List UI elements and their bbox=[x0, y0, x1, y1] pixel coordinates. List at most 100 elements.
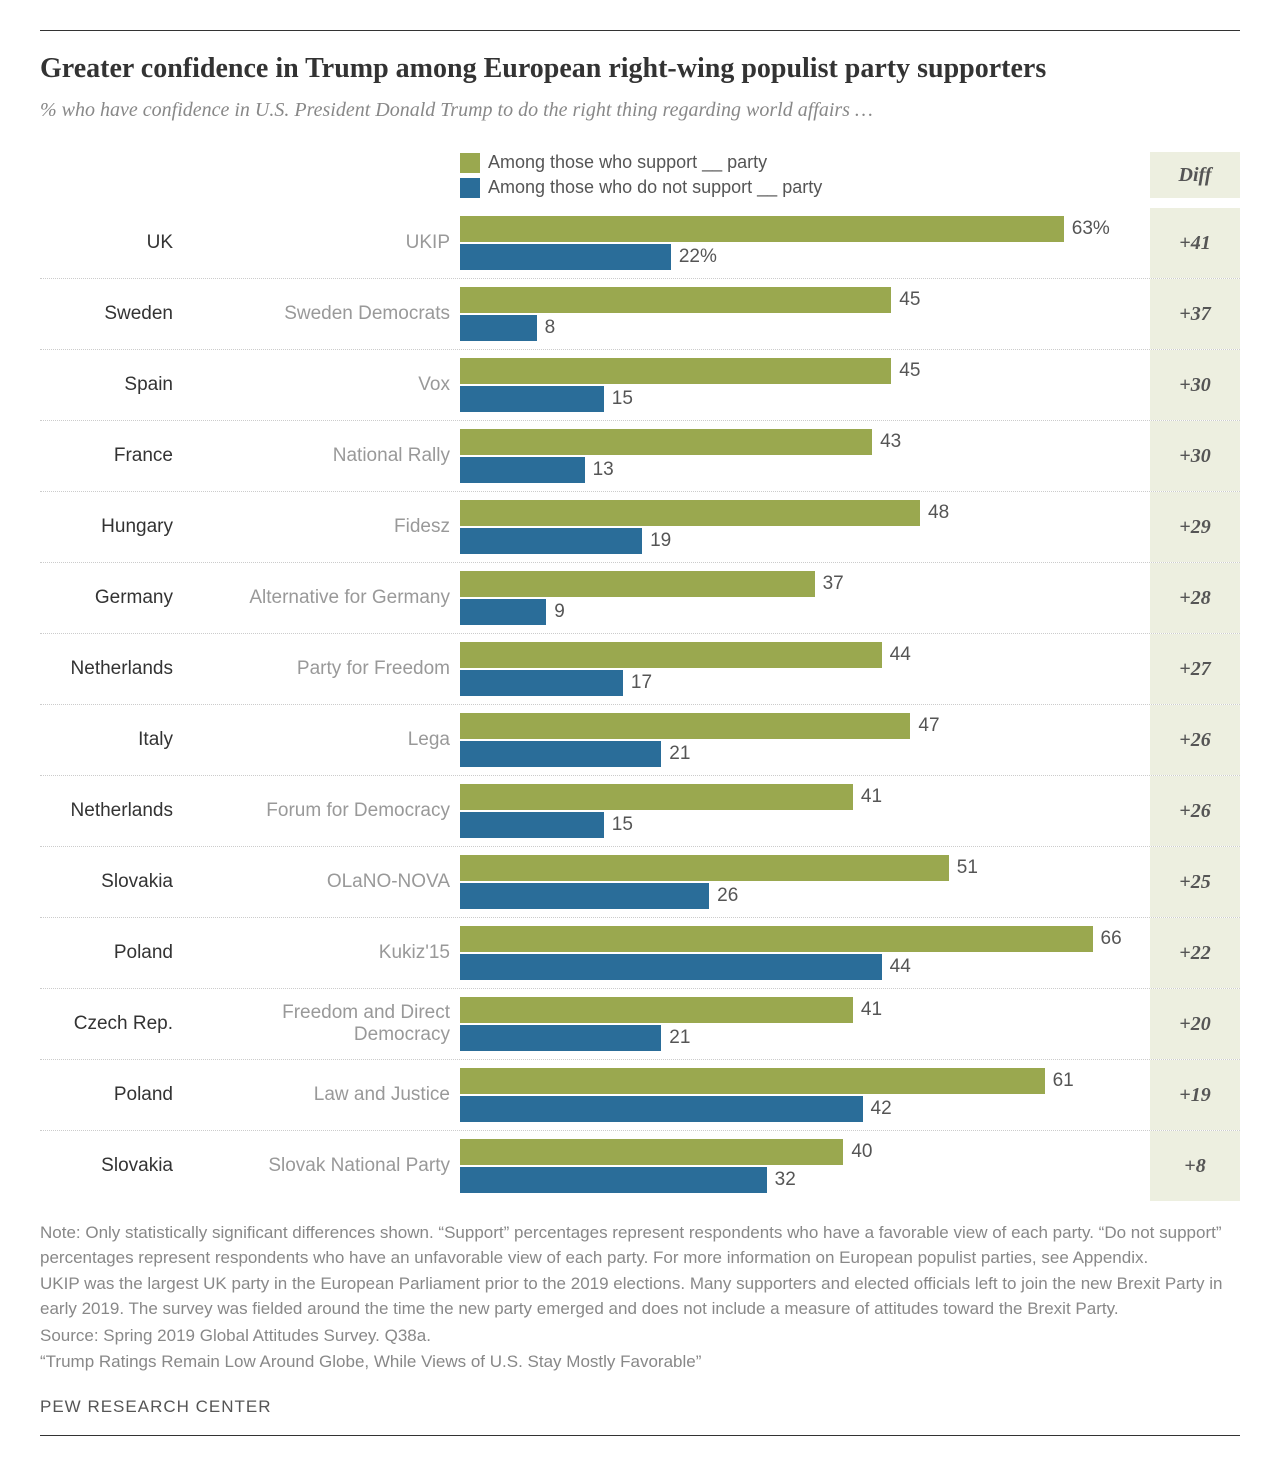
chart-row: ItalyLega4721+26 bbox=[40, 704, 1240, 775]
notsupport-value: 19 bbox=[650, 530, 671, 552]
notsupport-value: 13 bbox=[593, 459, 614, 481]
support-value: 45 bbox=[899, 360, 920, 382]
diff-value: +25 bbox=[1150, 847, 1240, 917]
support-value: 37 bbox=[823, 573, 844, 595]
notsupport-bar bbox=[460, 386, 604, 412]
support-line: 51 bbox=[460, 855, 1150, 881]
notsupport-value: 21 bbox=[669, 1027, 690, 1049]
party-label: UKIP bbox=[185, 208, 460, 278]
chart-row: SlovakiaSlovak National Party4032+8 bbox=[40, 1130, 1240, 1201]
chart-row: SwedenSweden Democrats458+37 bbox=[40, 278, 1240, 349]
support-bar bbox=[460, 855, 949, 881]
legend-item-support: Among those who support __ party bbox=[460, 152, 1150, 173]
country-label: Netherlands bbox=[40, 776, 185, 846]
support-bar bbox=[460, 287, 891, 313]
brand-footer: PEW RESEARCH CENTER bbox=[40, 1397, 1240, 1436]
country-label: Slovakia bbox=[40, 847, 185, 917]
notsupport-bar bbox=[460, 741, 661, 767]
legend-swatch-support bbox=[460, 153, 480, 173]
support-line: 41 bbox=[460, 784, 1150, 810]
notsupport-value: 9 bbox=[554, 601, 565, 623]
chart-subtitle: % who have confidence in U.S. President … bbox=[40, 99, 1240, 122]
bars-container: 4032 bbox=[460, 1131, 1150, 1201]
country-label: Germany bbox=[40, 563, 185, 633]
note-line: “Trump Ratings Remain Low Around Globe, … bbox=[40, 1350, 1240, 1375]
support-value: 41 bbox=[861, 999, 882, 1021]
bars-container: 37 9 bbox=[460, 563, 1150, 633]
support-line: 47 bbox=[460, 713, 1150, 739]
support-line: 44 bbox=[460, 642, 1150, 668]
bars-container: 44 17 bbox=[460, 634, 1150, 704]
support-bar bbox=[460, 784, 853, 810]
chart-row: NetherlandsParty for Freedom4417+27 bbox=[40, 633, 1240, 704]
bars-container: 63%22% bbox=[460, 208, 1150, 278]
country-label: Italy bbox=[40, 705, 185, 775]
support-bar bbox=[460, 997, 853, 1023]
notsupport-bar bbox=[460, 812, 604, 838]
notsupport-value: 17 bbox=[631, 672, 652, 694]
notsupport-line: 13 bbox=[460, 457, 1150, 483]
chart-row: SlovakiaOLaNO-NOVA5126+25 bbox=[40, 846, 1240, 917]
notsupport-bar bbox=[460, 457, 585, 483]
party-label: Slovak National Party bbox=[185, 1131, 460, 1201]
support-bar bbox=[460, 216, 1064, 242]
diff-value: +22 bbox=[1150, 918, 1240, 988]
party-label: Sweden Democrats bbox=[185, 279, 460, 349]
chart-title: Greater confidence in Trump among Europe… bbox=[40, 53, 1240, 85]
notsupport-bar bbox=[460, 244, 671, 270]
support-bar bbox=[460, 713, 910, 739]
bars-container: 41 21 bbox=[460, 989, 1150, 1059]
bars-container: 4115 bbox=[460, 776, 1150, 846]
notsupport-line: 44 bbox=[460, 954, 1150, 980]
note-line: UKIP was the largest UK party in the Eur… bbox=[40, 1272, 1240, 1321]
legend-swatch-notsupport bbox=[460, 178, 480, 198]
support-line: 45 bbox=[460, 358, 1150, 384]
bars-container: 4721 bbox=[460, 705, 1150, 775]
support-value: 61 bbox=[1053, 1070, 1074, 1092]
country-label: UK bbox=[40, 208, 185, 278]
party-label: Freedom and Direct Democracy bbox=[185, 989, 460, 1059]
party-label: Alternative for Germany bbox=[185, 563, 460, 633]
note-line: Note: Only statistically significant dif… bbox=[40, 1221, 1240, 1270]
chart-row: Czech Rep.Freedom and Direct Democracy41… bbox=[40, 988, 1240, 1059]
support-value: 44 bbox=[890, 644, 911, 666]
chart-row: NetherlandsForum for Democracy4115+26 bbox=[40, 775, 1240, 846]
diff-column-header: Diff bbox=[1150, 152, 1240, 198]
diff-value: +28 bbox=[1150, 563, 1240, 633]
diff-value: +41 bbox=[1150, 208, 1240, 278]
notsupport-line: 21 bbox=[460, 1025, 1150, 1051]
chart-row: UKUKIP63%22%+41 bbox=[40, 208, 1240, 278]
chart-row: GermanyAlternative for Germany 37 9 +28 bbox=[40, 562, 1240, 633]
country-label: Poland bbox=[40, 1060, 185, 1130]
notsupport-line: 21 bbox=[460, 741, 1150, 767]
diff-value: +20 bbox=[1150, 989, 1240, 1059]
support-line: 48 bbox=[460, 500, 1150, 526]
notsupport-line: 8 bbox=[460, 315, 1150, 341]
bar-chart: UKUKIP63%22%+41SwedenSweden Democrats458… bbox=[40, 208, 1240, 1201]
notsupport-bar bbox=[460, 315, 537, 341]
country-label: France bbox=[40, 421, 185, 491]
party-label: Law and Justice bbox=[185, 1060, 460, 1130]
notsupport-line: 19 bbox=[460, 528, 1150, 554]
diff-value: +27 bbox=[1150, 634, 1240, 704]
legend-item-notsupport: Among those who do not support __ party bbox=[460, 177, 1150, 198]
party-label: OLaNO-NOVA bbox=[185, 847, 460, 917]
party-label: Kukiz'15 bbox=[185, 918, 460, 988]
notsupport-bar bbox=[460, 1096, 863, 1122]
notsupport-line: 42 bbox=[460, 1096, 1150, 1122]
party-label: Lega bbox=[185, 705, 460, 775]
support-line: 43 bbox=[460, 429, 1150, 455]
party-label: National Rally bbox=[185, 421, 460, 491]
country-label: Slovakia bbox=[40, 1131, 185, 1201]
support-value: 43 bbox=[880, 431, 901, 453]
bars-container: 458 bbox=[460, 279, 1150, 349]
support-bar bbox=[460, 358, 891, 384]
party-label: Vox bbox=[185, 350, 460, 420]
support-line: 45 bbox=[460, 287, 1150, 313]
notsupport-line: 32 bbox=[460, 1167, 1150, 1193]
country-label: Netherlands bbox=[40, 634, 185, 704]
bars-container: 4819 bbox=[460, 492, 1150, 562]
diff-value: +26 bbox=[1150, 705, 1240, 775]
country-label: Hungary bbox=[40, 492, 185, 562]
notsupport-value: 8 bbox=[545, 317, 556, 339]
